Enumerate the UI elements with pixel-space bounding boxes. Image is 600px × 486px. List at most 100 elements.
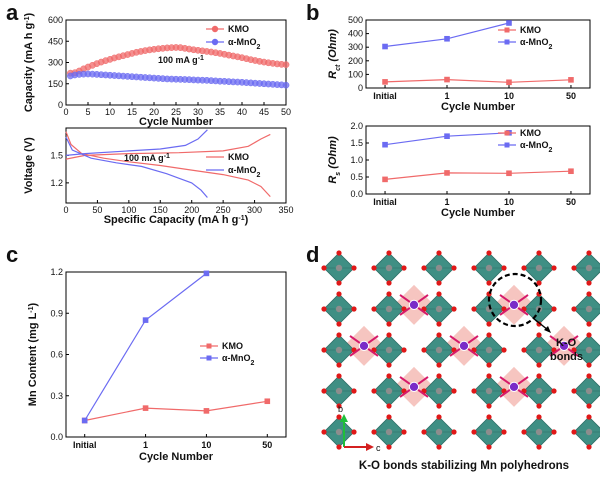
oxygen-atom [351, 388, 357, 394]
kmo-series-line [384, 78, 572, 83]
rate-annotation-main: 100 mA g [158, 55, 198, 65]
y-tick-label: 0 [58, 100, 63, 110]
mn-atom [385, 428, 393, 436]
potassium-atom [458, 340, 470, 351]
x-tick-label: 50 [566, 91, 576, 101]
oxygen-atom [386, 403, 392, 409]
x-tick-label: 350 [278, 205, 293, 215]
oxygen-atom [436, 444, 442, 450]
oxygen-atom [501, 347, 507, 353]
oxygen-atom [436, 373, 442, 379]
mn-atom [535, 387, 543, 395]
oxygen-atom [551, 306, 557, 312]
oxygen-atom [521, 347, 527, 353]
y-axis-title: Mn Content (mg L-1) [27, 302, 39, 406]
oxygen-atom [571, 429, 577, 435]
oxygen-atom [501, 429, 507, 435]
y-tick-label: 150 [48, 79, 63, 89]
y-tick-label: 1.2 [50, 267, 63, 277]
x-tick-label: 45 [259, 107, 269, 117]
oxygen-atom [471, 306, 477, 312]
y-axis-title-tail: ) [23, 12, 35, 16]
mn-atom [485, 387, 493, 395]
y-axis-title-sub: ct [335, 64, 342, 71]
legend-label-mno2: α-MnO2 [520, 140, 553, 154]
oxygen-atom [351, 265, 357, 271]
oxygen-atom [336, 373, 342, 379]
oxygen-atom [386, 414, 392, 420]
x-tick-label: 50 [92, 205, 102, 215]
potassium-atom [508, 299, 520, 310]
kmo-charge-curve [65, 133, 271, 160]
oxygen-atom [401, 429, 407, 435]
mno2-capacity-point [282, 81, 290, 89]
x-tick-label: 10 [504, 197, 514, 207]
y-tick-label: 0.9 [50, 308, 63, 318]
oxygen-atom [321, 347, 327, 353]
mn-atom [485, 264, 493, 272]
mno2-data-point [382, 43, 388, 50]
oxygen-atom [536, 280, 542, 286]
plot-frame [65, 127, 287, 204]
oxygen-atom [586, 291, 592, 297]
oxygen-atom [421, 265, 427, 271]
x-axis-title-tail: ) [245, 214, 249, 226]
oxygen-atom [486, 403, 492, 409]
axis-c-label: c [376, 443, 381, 453]
kmo-capacity-point [282, 61, 290, 68]
y-tick-label: 0.0 [50, 432, 63, 442]
x-tick-label: 10 [504, 91, 514, 101]
y-axis-title-main: R [327, 176, 339, 184]
axis-b-arrowhead [340, 414, 348, 422]
legend-label-mno2-main: α-MnO [520, 37, 549, 47]
kmo-discharge-curve [65, 131, 271, 198]
structure-caption: K-O bonds stabilizing Mn polyhedrons [359, 460, 569, 472]
legend-label-mno2-sub: 2 [257, 44, 261, 51]
legend-marker [211, 38, 219, 46]
rate-annotation-sup: -1 [164, 153, 170, 160]
x-tick-label: 100 [121, 205, 136, 215]
legend-label-mno2: α-MnO2 [222, 353, 255, 367]
oxygen-atom [571, 388, 577, 394]
oxygen-atom [586, 280, 592, 286]
x-tick-label: 10 [201, 440, 211, 450]
y-tick-label: 2.0 [350, 121, 363, 131]
x-tick-label: 50 [262, 440, 272, 450]
rs-chart: Initial 1 10 50 0.0 0.5 1.0 1.5 2.0 Cycle Number R… [327, 121, 591, 219]
oxygen-atom [571, 265, 577, 271]
oxygen-atom [536, 250, 542, 256]
legend-label-mno2: α-MnO2 [520, 37, 553, 51]
oxygen-atom [321, 388, 327, 394]
plot-frame [365, 125, 591, 195]
oxygen-atom [486, 414, 492, 420]
oxygen-atom [586, 362, 592, 368]
potassium-atom [408, 381, 420, 392]
oxygen-atom [371, 429, 377, 435]
oxygen-atom [586, 414, 592, 420]
oxygen-atom [586, 250, 592, 256]
oxygen-atom [321, 265, 327, 271]
mno2-data-point [142, 317, 149, 323]
y-axis-title: Rct (Ohm) [327, 29, 342, 79]
oxygen-atom [421, 429, 427, 435]
x-tick-label: 300 [247, 205, 262, 215]
rate-annotation: 100 mA g-1 [124, 153, 170, 164]
y-tick-label: 400 [348, 29, 363, 39]
x-tick-label: 20 [149, 107, 159, 117]
x-tick-label: 0 [63, 205, 68, 215]
oxygen-atom [586, 403, 592, 409]
y-axis-title-main: Capacity (mA h g [23, 23, 35, 112]
oxygen-atom [336, 250, 342, 256]
legend-label-mno2-sub: 2 [257, 172, 261, 179]
panel-label-a: a [6, 0, 19, 25]
oxygen-atom [336, 444, 342, 450]
mno2-data-point [444, 133, 450, 139]
legend-label-kmo: KMO [520, 25, 541, 35]
oxygen-atom [321, 306, 327, 312]
y-axis-title: Capacity (mA h g-1) [23, 12, 35, 112]
crystal-structure-illustration: K-O bonds b c K-O bonds stabilizing Mn polyh… [321, 250, 600, 472]
oxygen-atom [586, 373, 592, 379]
x-axis-title-sup: -1 [238, 215, 244, 222]
y-tick-label: 600 [48, 15, 63, 25]
